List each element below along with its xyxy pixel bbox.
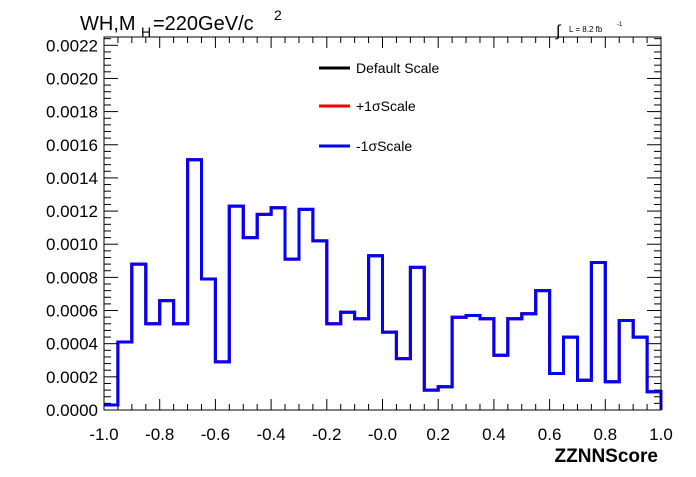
chart-title-subscript: H (141, 24, 151, 40)
y-tick-label: 0.0004 (46, 335, 98, 354)
chart-title-rest: =220GeV/c (153, 13, 254, 35)
y-tick-label: 0.0010 (46, 235, 98, 254)
lumi-integral-symbol: ∫ (555, 23, 562, 40)
series-minus1sigma-scale (104, 158, 663, 410)
x-tick-label: -0.6 (201, 425, 230, 444)
y-tick-label: 0.0012 (46, 202, 98, 221)
chart-title-superscript: 2 (274, 7, 282, 23)
y-tick-label: 0.0002 (46, 368, 98, 387)
x-tick-label: -0.0 (368, 425, 397, 444)
y-tick-label: 0.0006 (46, 302, 98, 321)
x-tick-label: -0.4 (256, 425, 285, 444)
x-tick-label: 0.8 (593, 425, 617, 444)
legend-label-minus1sigma-scale: -1σScale (356, 138, 412, 154)
x-tick-label: -0.8 (145, 425, 174, 444)
x-tick-label: 1.0 (649, 425, 673, 444)
x-axis-label: ZZNNScore (555, 446, 658, 467)
y-axis: 0.0000 0.0002 0.0004 0.0006 0.0008 0.0010 0.00… (46, 36, 661, 420)
x-tick-label: -1.0 (89, 425, 118, 444)
x-tick-label: 0.6 (538, 425, 562, 444)
y-tick-label: 0.0008 (46, 268, 98, 287)
y-tick-label: 0.0014 (46, 169, 98, 188)
x-tick-label: 0.2 (426, 425, 450, 444)
y-tick-label: 0.0016 (46, 136, 98, 155)
y-tick-label: 0.0022 (46, 36, 98, 55)
x-tick-label: -0.2 (312, 425, 341, 444)
y-tick-label: 0.0020 (46, 69, 98, 88)
x-axis: -1.0 -0.8 -0.6 -0.4 -0.2 -0.0 0.2 0.4 0.6 0.8 1.0 (89, 37, 673, 444)
series-layer (104, 158, 663, 410)
lumi-label: L = 8.2 fb (569, 25, 603, 34)
y-tick-label: 0.0018 (46, 103, 98, 122)
chart-title-main: WH,M (80, 13, 136, 35)
lumi-superscript: -1 (617, 22, 623, 28)
legend: Default Scale +1σScale -1σScale (319, 60, 439, 154)
legend-label-plus1sigma-scale: +1σScale (356, 98, 416, 114)
x-tick-label: 0.4 (482, 425, 506, 444)
legend-label-default-scale: Default Scale (356, 60, 439, 76)
y-tick-label: 0.0000 (46, 401, 98, 420)
